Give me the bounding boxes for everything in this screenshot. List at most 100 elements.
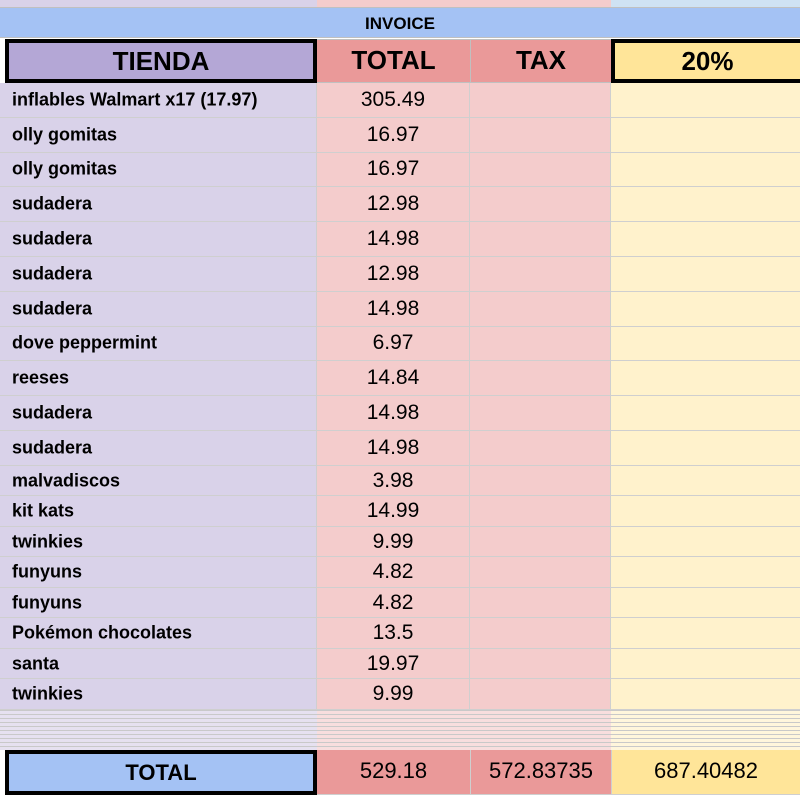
- tienda-cell[interactable]: twinkies: [0, 679, 317, 710]
- percent-cell[interactable]: [611, 587, 800, 619]
- tax-cell[interactable]: [470, 257, 611, 292]
- tax-cell[interactable]: [470, 117, 611, 153]
- tax-cell[interactable]: [470, 679, 611, 710]
- total-cell[interactable]: 9.99: [317, 679, 470, 710]
- percent-cell[interactable]: [611, 526, 800, 558]
- tax-cell[interactable]: [470, 396, 611, 431]
- tax-cell[interactable]: [470, 291, 611, 327]
- total-cell[interactable]: 14.98: [317, 396, 470, 431]
- percent-cell[interactable]: [611, 291, 800, 327]
- total-cell[interactable]: 9.99: [317, 526, 470, 558]
- tienda-cell[interactable]: sudadera: [0, 222, 317, 257]
- invoice-title-bar[interactable]: INVOICE: [0, 7, 800, 38]
- tax-cell[interactable]: [470, 361, 611, 397]
- tienda-cell[interactable]: kit kats: [0, 496, 317, 527]
- total-cell[interactable]: 14.98: [317, 431, 470, 466]
- tax-cell[interactable]: [470, 152, 611, 188]
- percent-cell[interactable]: [611, 187, 800, 223]
- tienda-cell[interactable]: reeses: [0, 361, 317, 397]
- totals-total[interactable]: 529.18: [317, 750, 470, 795]
- tienda-cell[interactable]: Pokémon chocolates: [0, 618, 317, 649]
- table-row: olly gomitas 16.97: [0, 117, 800, 153]
- percent-cell[interactable]: [611, 557, 800, 588]
- totals-percent[interactable]: 687.40482: [611, 750, 800, 795]
- total-cell[interactable]: 3.98: [317, 465, 470, 497]
- total-cell[interactable]: 16.97: [317, 117, 470, 153]
- total-cell[interactable]: 14.99: [317, 496, 470, 527]
- total-cell[interactable]: 14.98: [317, 222, 470, 257]
- total-cell[interactable]: 12.98: [317, 257, 470, 292]
- percent-cell[interactable]: [611, 117, 800, 153]
- total-cell[interactable]: 16.97: [317, 152, 470, 188]
- tax-cell[interactable]: [470, 83, 611, 118]
- total-value: 14.98: [366, 296, 420, 320]
- tienda-cell[interactable]: sudadera: [0, 396, 317, 431]
- total-cell[interactable]: 13.5: [317, 618, 470, 649]
- tax-cell[interactable]: [470, 465, 611, 497]
- total-cell[interactable]: 14.98: [317, 291, 470, 327]
- percent-cell[interactable]: [611, 465, 800, 497]
- percent-cell[interactable]: [611, 222, 800, 257]
- total-value: 14.84: [366, 366, 420, 390]
- header-tax[interactable]: TAX: [470, 39, 611, 83]
- tax-cell[interactable]: [470, 648, 611, 680]
- total-cell[interactable]: 14.84: [317, 361, 470, 397]
- tienda-text: malvadiscos: [12, 470, 121, 491]
- tax-cell[interactable]: [470, 557, 611, 588]
- total-cell[interactable]: 305.49: [317, 83, 470, 118]
- percent-cell[interactable]: [611, 431, 800, 466]
- tienda-cell[interactable]: funyuns: [0, 587, 317, 619]
- tienda-cell[interactable]: olly gomitas: [0, 152, 317, 188]
- total-cell[interactable]: 12.98: [317, 187, 470, 223]
- tienda-cell[interactable]: sudadera: [0, 291, 317, 327]
- percent-cell[interactable]: [611, 679, 800, 710]
- hidden-rows-band[interactable]: [0, 710, 800, 750]
- tienda-cell[interactable]: malvadiscos: [0, 465, 317, 497]
- total-value: 16.97: [366, 157, 420, 181]
- header-tienda[interactable]: TIENDA: [5, 39, 317, 83]
- tienda-text: inflables Walmart x17 (17.97): [12, 89, 258, 110]
- tax-cell[interactable]: [470, 431, 611, 466]
- total-value: 16.97: [366, 122, 420, 146]
- hidden-rows-tienda: [0, 710, 317, 750]
- tienda-cell[interactable]: funyuns: [0, 557, 317, 588]
- percent-cell[interactable]: [611, 618, 800, 649]
- tienda-cell[interactable]: dove peppermint: [0, 326, 317, 362]
- tax-cell[interactable]: [470, 496, 611, 527]
- top-strip-total-tax: [317, 0, 611, 7]
- tienda-cell[interactable]: sudadera: [0, 257, 317, 292]
- tax-cell[interactable]: [470, 526, 611, 558]
- percent-cell[interactable]: [611, 152, 800, 188]
- tax-cell[interactable]: [470, 187, 611, 223]
- tax-cell[interactable]: [470, 222, 611, 257]
- percent-cell[interactable]: [611, 496, 800, 527]
- percent-cell[interactable]: [611, 648, 800, 680]
- header-total[interactable]: TOTAL: [317, 39, 470, 83]
- tienda-cell[interactable]: sudadera: [0, 431, 317, 466]
- tax-cell[interactable]: [470, 326, 611, 362]
- total-cell[interactable]: 19.97: [317, 648, 470, 680]
- percent-cell[interactable]: [611, 396, 800, 431]
- tienda-cell[interactable]: twinkies: [0, 526, 317, 558]
- total-cell[interactable]: 4.82: [317, 587, 470, 619]
- tienda-cell[interactable]: inflables Walmart x17 (17.97): [0, 83, 317, 118]
- tienda-cell[interactable]: sudadera: [0, 187, 317, 223]
- top-strip-percent: [611, 0, 800, 7]
- tienda-cell[interactable]: olly gomitas: [0, 117, 317, 153]
- tienda-text: sudadera: [12, 193, 93, 214]
- tax-cell[interactable]: [470, 618, 611, 649]
- tienda-cell[interactable]: santa: [0, 648, 317, 680]
- total-cell[interactable]: 4.82: [317, 557, 470, 588]
- totals-tax[interactable]: 572.83735: [470, 750, 611, 795]
- total-value: 4.82: [372, 590, 414, 614]
- tienda-text: reeses: [12, 367, 70, 388]
- table-row: twinkies 9.99: [0, 679, 800, 710]
- header-percent[interactable]: 20%: [611, 39, 800, 83]
- percent-cell[interactable]: [611, 326, 800, 362]
- totals-label[interactable]: TOTAL: [5, 750, 317, 795]
- tax-cell[interactable]: [470, 587, 611, 619]
- percent-cell[interactable]: [611, 83, 800, 118]
- percent-cell[interactable]: [611, 361, 800, 397]
- total-cell[interactable]: 6.97: [317, 326, 470, 362]
- percent-cell[interactable]: [611, 257, 800, 292]
